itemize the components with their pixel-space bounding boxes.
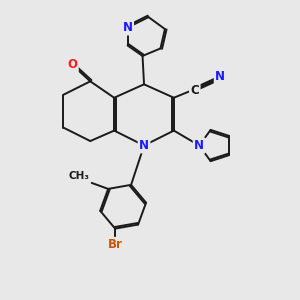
- Text: N: N: [194, 139, 204, 152]
- Text: N: N: [215, 70, 225, 83]
- Text: C: C: [190, 84, 199, 98]
- Text: N: N: [139, 139, 149, 152]
- Text: CH₃: CH₃: [68, 171, 89, 182]
- Text: O: O: [68, 58, 77, 71]
- Text: N: N: [194, 139, 204, 152]
- Text: Br: Br: [108, 238, 123, 251]
- Text: N: N: [123, 21, 133, 34]
